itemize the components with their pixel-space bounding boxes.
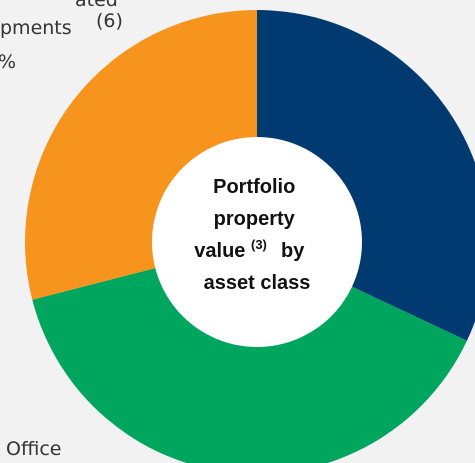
- center-sup: (3): [251, 237, 267, 252]
- center-line: asset class: [204, 272, 311, 294]
- label-fragment: %: [0, 51, 16, 73]
- label-fragment: pments: [0, 17, 72, 39]
- donut-hole: [152, 137, 362, 347]
- donut-slice: [257, 10, 475, 341]
- center-text: Portfolio property value (3) by asset cl…: [194, 176, 310, 294]
- label-sup: (6): [96, 10, 123, 32]
- center-line: property: [214, 208, 296, 230]
- donut-slice: [32, 267, 467, 463]
- donut-slice: [24, 10, 257, 300]
- donut: [24, 10, 475, 463]
- label-fragment: ated: [75, 0, 118, 11]
- center-line: by: [281, 240, 305, 262]
- label: Office: [6, 438, 61, 460]
- center-line: Portfolio: [213, 176, 295, 198]
- center-line: value: [194, 240, 245, 262]
